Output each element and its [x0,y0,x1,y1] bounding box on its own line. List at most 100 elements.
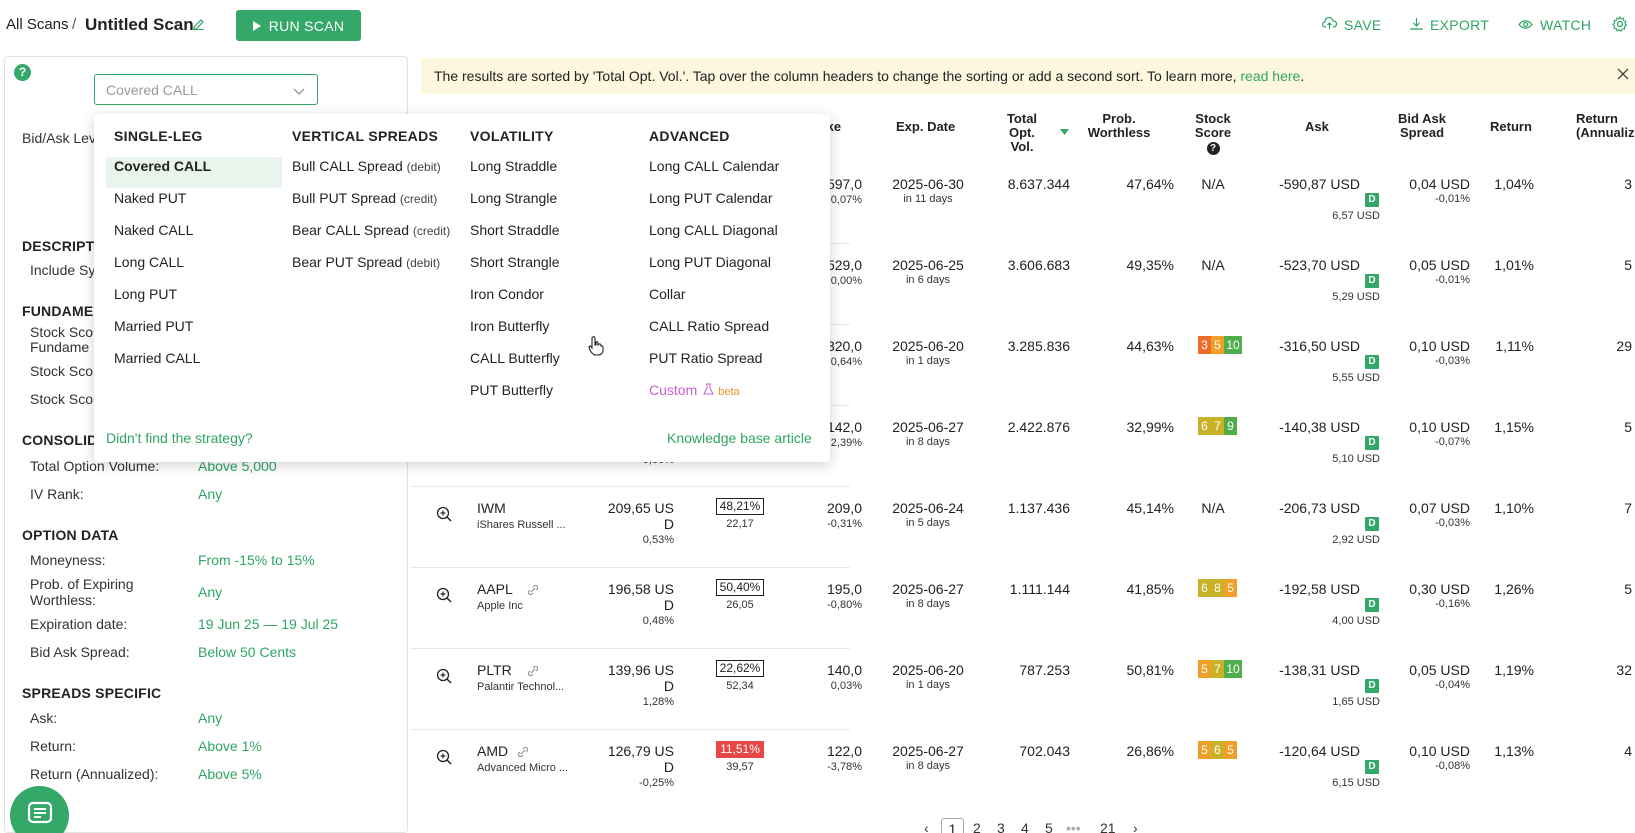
paperclip-icon [527,583,539,599]
strategy-option[interactable]: Long CALL [114,254,184,270]
score-segment: 9 [1224,417,1237,435]
strategy-option[interactable]: Long PUT [114,286,177,302]
chat-button[interactable] [10,786,69,833]
strike-value: 142,0 [826,419,862,435]
didnt-find-strategy-link[interactable]: Didn't find the strategy? [106,430,253,446]
sort-desc-icon[interactable] [1060,122,1069,138]
symbol-ticker[interactable]: IWM [477,500,506,516]
iv-sub-value: 26,05 [726,599,754,611]
strategy-option[interactable]: CALL Butterfly [470,350,560,366]
col-header-exp-date[interactable]: Exp. Date [896,119,956,134]
custom-strategy-option[interactable]: Custom beta [649,382,740,398]
page-21[interactable]: 21 [1100,820,1116,833]
strategy-option[interactable]: Married PUT [114,318,193,334]
strategy-option[interactable]: CALL Ratio Spread [649,318,769,334]
iv-rank-value[interactable]: Any [198,486,223,502]
stock-score-na: N/A [1201,257,1225,273]
strategy-option[interactable]: Iron Condor [470,286,544,302]
strategy-option[interactable]: Collar [649,286,686,302]
return-annualized: 32 [1616,662,1632,678]
knowledge-base-link[interactable]: Knowledge base article [667,430,812,446]
read-here-link[interactable]: read here [1240,68,1301,84]
moneyness-label: Moneyness: [30,552,106,568]
strategy-option[interactable]: Bear CALL Spread (credit) [292,222,450,238]
zoom-in-icon[interactable] [436,587,452,606]
strategy-option-label: Long Straddle [470,158,558,174]
strategy-option[interactable]: Long Straddle [470,158,557,174]
strategy-option[interactable]: Long Strangle [470,190,557,206]
strategy-option[interactable]: Covered CALL [114,158,211,174]
strategy-option[interactable]: Short Strangle [470,254,560,270]
strategy-option[interactable]: PUT Butterfly [470,382,553,398]
zoom-in-icon[interactable] [436,668,452,687]
col-header-ask[interactable]: Ask [1305,119,1329,134]
zoom-in-icon[interactable] [436,749,452,768]
col-header-return-annualized[interactable]: Return (Annualiz [1576,111,1635,140]
strategy-option[interactable]: Long CALL Calendar [649,158,779,174]
total-option-volume-value[interactable]: Above 5,000 [198,458,277,474]
page-1[interactable]: 1 [941,818,964,833]
strategy-option[interactable]: Long PUT Calendar [649,190,772,206]
moneyness-value[interactable]: From -15% to 15% [198,552,315,568]
help-icon[interactable]: ? [14,64,31,81]
symbol-ticker[interactable]: AMD [477,743,509,759]
strategy-option[interactable]: Iron Butterfly [470,318,549,334]
strategy-option[interactable]: Long PUT Diagonal [649,254,771,270]
col-header-prob-worthless[interactable]: Prob. Worthless [1087,111,1151,140]
strategy-select[interactable]: Covered CALL [94,74,318,105]
pagination-prev[interactable]: ‹ [924,820,929,833]
page-3[interactable]: 3 [997,820,1005,833]
strategy-option[interactable]: Bull CALL Spread (debit) [292,158,441,174]
gear-icon[interactable] [1612,15,1628,35]
data-badge: D [1365,760,1379,774]
expiration-days: in 8 days [905,760,951,772]
pagination-next[interactable]: › [1133,820,1138,833]
ask-value[interactable]: Any [198,710,223,726]
strategy-option[interactable]: Bear PUT Spread (debit) [292,254,440,270]
page-5[interactable]: 5 [1045,820,1053,833]
save-button[interactable]: SAVE [1321,16,1382,33]
col-header-stock-score[interactable]: Stock Score ? [1194,111,1232,155]
expiration-days: in 11 days [903,193,953,205]
page-4[interactable]: 4 [1021,820,1029,833]
strategy-option[interactable]: Naked PUT [114,190,186,206]
strategy-option[interactable]: PUT Ratio Spread [649,350,762,366]
pencil-icon[interactable] [192,17,205,33]
col-header-total-opt-vol[interactable]: Total Opt. Vol. [1006,111,1038,154]
strategy-option[interactable]: Short Straddle [470,222,560,238]
ask-sub-value: 1,65 USD [1332,696,1380,708]
symbol-ticker[interactable]: PLTR [477,662,512,678]
expiration-date-value[interactable]: 19 Jun 25 — 19 Jul 25 [198,616,339,632]
symbol-ticker[interactable]: AAPL [477,581,513,597]
page-2[interactable]: 2 [973,820,981,833]
export-button[interactable]: EXPORT [1410,17,1489,33]
run-scan-button[interactable]: RUN SCAN [236,10,361,41]
expiration-date: 2025-06-25 [892,257,964,273]
total-opt-vol: 1.137.436 [1007,500,1070,516]
col-header-return[interactable]: Return [1490,119,1532,134]
col-header-bid-ask-spread[interactable]: Bid Ask Spread [1398,111,1446,140]
breadcrumb-all-scans[interactable]: All Scans [6,16,69,33]
strategy-option[interactable]: Bull PUT Spread (credit) [292,190,437,206]
total-opt-vol: 702.043 [1019,743,1070,759]
zoom-in-icon[interactable] [436,506,452,525]
ask-value: -120,64 USD [1279,743,1360,759]
strategy-option[interactable]: Married CALL [114,350,200,366]
return-value[interactable]: Above 1% [198,738,262,754]
ask-value: -523,70 USD [1279,257,1360,273]
return-annualized: 5 [1624,419,1632,435]
prob-worthless-value[interactable]: Any [198,584,223,600]
return-label: Return: [30,738,76,754]
watch-button[interactable]: WATCH [1518,17,1591,33]
bid-ask-spread-value[interactable]: Below 50 Cents [198,644,297,660]
score-segment: 5 [1224,579,1237,597]
return-annualized: 5 [1624,581,1632,597]
strategy-type-tag: (credit) [399,192,438,206]
strategy-option[interactable]: Naked CALL [114,222,193,238]
close-icon[interactable] [1617,67,1629,83]
cloud-upload-icon [1321,16,1338,33]
stock-score-badge: 3 5 10 [1198,336,1242,354]
return-annualized-value[interactable]: Above 5% [198,766,262,782]
question-icon[interactable]: ? [1206,142,1220,155]
strategy-option[interactable]: Long CALL Diagonal [649,222,778,238]
